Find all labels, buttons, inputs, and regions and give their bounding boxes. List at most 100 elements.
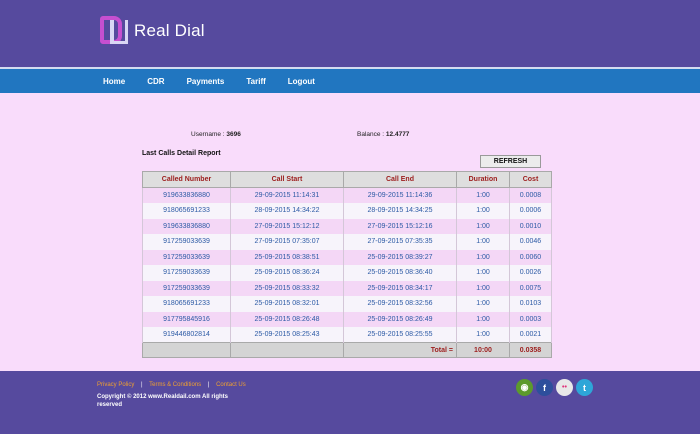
call-end-cell: 27-09-2015 15:12:16 [343, 218, 457, 234]
duration-cell: 1:00 [456, 218, 510, 234]
nav-logout[interactable]: Logout [287, 76, 315, 86]
cost-cell: 0.0075 [509, 280, 552, 296]
total-empty-cell [230, 342, 344, 358]
duration-cell: 1:00 [456, 203, 510, 219]
total-empty-cell [142, 342, 231, 358]
call-start-cell: 25-09-2015 08:25:43 [230, 327, 344, 343]
nav-payments[interactable]: Payments [186, 76, 225, 86]
call-end-cell: 28-09-2015 14:34:25 [343, 203, 457, 219]
called-number-cell: 917259033639 [142, 249, 231, 265]
flickr-icon[interactable]: •• [556, 379, 573, 396]
social-links: ◉ f •• t [516, 379, 596, 396]
call-end-cell: 25-09-2015 08:26:49 [343, 311, 457, 327]
username-info: Username : 3696 [191, 131, 241, 138]
table-row: 919633836880 29-09-2015 11:14:31 29-09-201… [142, 187, 552, 203]
table-row: 918065691233 25-09-2015 08:32:01 25-09-201… [142, 296, 552, 312]
called-number-cell: 919446802814 [142, 327, 231, 343]
cost-cell: 0.0103 [509, 296, 552, 312]
cost-cell: 0.0003 [509, 311, 552, 327]
main-nav: Home CDR Payments Tariff Logout [0, 67, 700, 93]
call-start-cell: 27-09-2015 07:35:07 [230, 234, 344, 250]
copyright-text: Copyright © 2012 www.Realdail.com All ri… [97, 394, 229, 408]
call-start-cell: 28-09-2015 14:34:22 [230, 203, 344, 219]
table-header-row: Called Number Call Start Call End Durati… [142, 171, 552, 188]
terms-link[interactable]: Terms & Conditions [149, 382, 202, 388]
site-header: Real Dial [0, 0, 700, 67]
total-duration: 10:00 [456, 342, 510, 358]
call-end-cell: 25-09-2015 08:36:40 [343, 265, 457, 281]
cost-cell: 0.0008 [509, 187, 552, 203]
refresh-button[interactable]: REFRESH [480, 155, 541, 168]
cost-cell: 0.0046 [509, 234, 552, 250]
logo[interactable]: Real Dial [100, 16, 205, 46]
call-start-cell: 25-09-2015 08:32:01 [230, 296, 344, 312]
duration-cell: 1:00 [456, 234, 510, 250]
table-row: 917259033639 25-09-2015 08:33:32 25-09-201… [142, 280, 552, 296]
duration-cell: 1:00 [456, 327, 510, 343]
table-row: 919446802814 25-09-2015 08:25:43 25-09-201… [142, 327, 552, 343]
call-end-cell: 25-09-2015 08:25:55 [343, 327, 457, 343]
cost-cell: 0.0021 [509, 327, 552, 343]
balance-label: Balance : [357, 131, 385, 138]
report-title: Last Calls Detail Report [142, 150, 221, 157]
call-start-cell: 25-09-2015 08:36:24 [230, 265, 344, 281]
footer-separator: | [141, 382, 143, 388]
called-number-cell: 917259033639 [142, 234, 231, 250]
call-end-cell: 25-09-2015 08:32:56 [343, 296, 457, 312]
duration-cell: 1:00 [456, 187, 510, 203]
called-number-cell: 917259033639 [142, 265, 231, 281]
rss-icon[interactable]: ◉ [516, 379, 533, 396]
duration-cell: 1:00 [456, 296, 510, 312]
call-end-cell: 25-09-2015 08:34:17 [343, 280, 457, 296]
call-start-cell: 27-09-2015 15:12:12 [230, 218, 344, 234]
called-number-cell: 919633836880 [142, 218, 231, 234]
called-number-cell: 918065691233 [142, 296, 231, 312]
duration-cell: 1:00 [456, 280, 510, 296]
called-number-cell: 917795845916 [142, 311, 231, 327]
total-label: Total = [343, 342, 457, 358]
call-end-cell: 29-09-2015 11:14:36 [343, 187, 457, 203]
total-cost: 0.0358 [509, 342, 552, 358]
cost-cell: 0.0060 [509, 249, 552, 265]
duration-cell: 1:00 [456, 311, 510, 327]
privacy-policy-link[interactable]: Privacy Policy [97, 382, 135, 388]
col-called-number[interactable]: Called Number [142, 171, 231, 188]
table-row: 917259033639 27-09-2015 07:35:07 27-09-201… [142, 234, 552, 250]
balance-info: Balance : 12.4777 [357, 131, 409, 138]
col-call-end[interactable]: Call End [343, 171, 457, 188]
nav-tariff[interactable]: Tariff [246, 76, 266, 86]
call-start-cell: 25-09-2015 08:38:51 [230, 249, 344, 265]
col-call-start[interactable]: Call Start [230, 171, 344, 188]
call-end-cell: 25-09-2015 08:39:27 [343, 249, 457, 265]
call-start-cell: 25-09-2015 08:26:48 [230, 311, 344, 327]
cost-cell: 0.0026 [509, 265, 552, 281]
table-row: 918065691233 28-09-2015 14:34:22 28-09-201… [142, 203, 552, 219]
brand-name: Real Dial [134, 21, 205, 40]
contact-link[interactable]: Contact Us [216, 382, 246, 388]
footer-links: Privacy Policy | Terms & Conditions | Co… [97, 382, 246, 388]
call-start-cell: 29-09-2015 11:14:31 [230, 187, 344, 203]
table-row: 917259033639 25-09-2015 08:36:24 25-09-201… [142, 265, 552, 281]
call-start-cell: 25-09-2015 08:33:32 [230, 280, 344, 296]
twitter-icon[interactable]: t [576, 379, 593, 396]
col-cost[interactable]: Cost [509, 171, 552, 188]
balance-value: 12.4777 [385, 131, 410, 138]
nav-cdr[interactable]: CDR [147, 76, 165, 86]
called-number-cell: 918065691233 [142, 203, 231, 219]
called-number-cell: 919633836880 [142, 187, 231, 203]
calls-table: Called Number Call Start Call End Durati… [142, 171, 552, 358]
nav-home[interactable]: Home [103, 76, 126, 86]
site-footer: Privacy Policy | Terms & Conditions | Co… [0, 371, 700, 434]
col-duration[interactable]: Duration [456, 171, 510, 188]
call-end-cell: 27-09-2015 07:35:35 [343, 234, 457, 250]
total-row: Total = 10:00 0.0358 [142, 342, 552, 358]
cost-cell: 0.0006 [509, 203, 552, 219]
table-row: 917259033639 25-09-2015 08:38:51 25-09-201… [142, 249, 552, 265]
duration-cell: 1:00 [456, 249, 510, 265]
footer-separator: | [207, 382, 210, 388]
table-row: 917795845916 25-09-2015 08:26:48 25-09-201… [142, 311, 552, 327]
cost-cell: 0.0010 [509, 218, 552, 234]
duration-cell: 1:00 [456, 265, 510, 281]
table-row: 919633836880 27-09-2015 15:12:12 27-09-201… [142, 218, 552, 234]
facebook-icon[interactable]: f [536, 379, 553, 396]
